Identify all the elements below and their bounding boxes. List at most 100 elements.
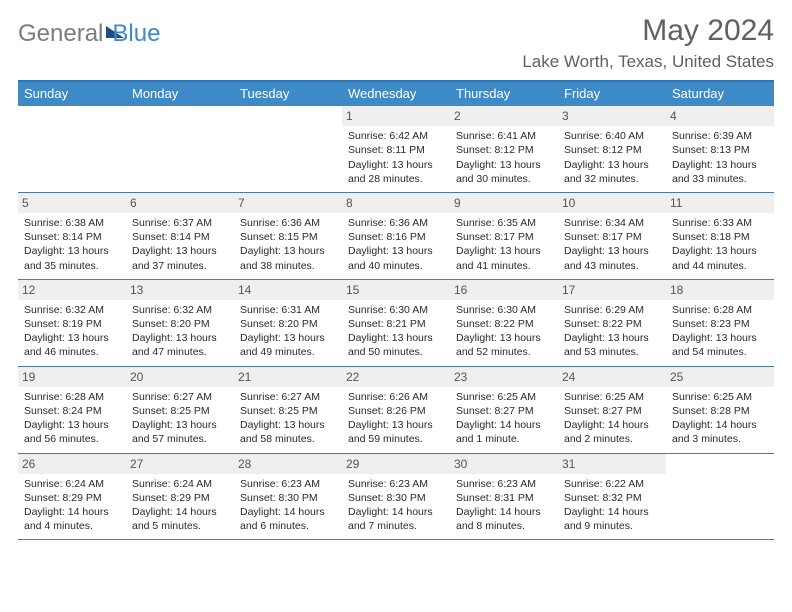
day-cell: 20Sunrise: 6:27 AMSunset: 8:25 PMDayligh… — [126, 367, 234, 453]
day-number: 16 — [450, 280, 558, 300]
daylight-text: Daylight: 13 hours and 57 minutes. — [132, 418, 230, 446]
day-cell: 12Sunrise: 6:32 AMSunset: 8:19 PMDayligh… — [18, 280, 126, 366]
sunrise-text: Sunrise: 6:34 AM — [564, 216, 662, 230]
sunrise-text: Sunrise: 6:24 AM — [132, 477, 230, 491]
sunrise-text: Sunrise: 6:23 AM — [240, 477, 338, 491]
day-cell — [18, 106, 126, 192]
daylight-text: Daylight: 14 hours and 6 minutes. — [240, 505, 338, 533]
logo-text-blue: Blue — [112, 20, 160, 48]
sunset-text: Sunset: 8:17 PM — [456, 230, 554, 244]
dow-wednesday: Wednesday — [342, 82, 450, 106]
day-cell — [234, 106, 342, 192]
daylight-text: Daylight: 13 hours and 40 minutes. — [348, 244, 446, 272]
sunrise-text: Sunrise: 6:36 AM — [240, 216, 338, 230]
day-cell: 22Sunrise: 6:26 AMSunset: 8:26 PMDayligh… — [342, 367, 450, 453]
daylight-text: Daylight: 13 hours and 53 minutes. — [564, 331, 662, 359]
dow-tuesday: Tuesday — [234, 82, 342, 106]
sunrise-text: Sunrise: 6:24 AM — [24, 477, 122, 491]
sunrise-text: Sunrise: 6:41 AM — [456, 129, 554, 143]
sunset-text: Sunset: 8:25 PM — [132, 404, 230, 418]
sunset-text: Sunset: 8:21 PM — [348, 317, 446, 331]
week-row: 5Sunrise: 6:38 AMSunset: 8:14 PMDaylight… — [18, 193, 774, 280]
day-number: 28 — [234, 454, 342, 474]
day-number: 4 — [666, 106, 774, 126]
day-cell: 7 Sunrise: 6:36 AMSunset: 8:15 PMDaylight… — [234, 193, 342, 279]
daylight-text: Daylight: 13 hours and 35 minutes. — [24, 244, 122, 272]
logo-text-general: General — [18, 20, 103, 48]
daylight-text: Daylight: 13 hours and 38 minutes. — [240, 244, 338, 272]
sunset-text: Sunset: 8:27 PM — [564, 404, 662, 418]
day-number: 11 — [666, 193, 774, 213]
sunrise-text: Sunrise: 6:35 AM — [456, 216, 554, 230]
sunset-text: Sunset: 8:19 PM — [24, 317, 122, 331]
weeks-container: 1Sunrise: 6:42 AMSunset: 8:11 PMDaylight… — [18, 106, 774, 540]
sunset-text: Sunset: 8:29 PM — [132, 491, 230, 505]
sunrise-text: Sunrise: 6:28 AM — [672, 303, 770, 317]
sunrise-text: Sunrise: 6:25 AM — [564, 390, 662, 404]
day-cell: 23Sunrise: 6:25 AMSunset: 8:27 PMDayligh… — [450, 367, 558, 453]
sunset-text: Sunset: 8:32 PM — [564, 491, 662, 505]
sunset-text: Sunset: 8:22 PM — [456, 317, 554, 331]
daylight-text: Daylight: 13 hours and 30 minutes. — [456, 158, 554, 186]
sunset-text: Sunset: 8:15 PM — [240, 230, 338, 244]
dow-friday: Friday — [558, 82, 666, 106]
day-number: 15 — [342, 280, 450, 300]
sunrise-text: Sunrise: 6:30 AM — [348, 303, 446, 317]
daylight-text: Daylight: 14 hours and 4 minutes. — [24, 505, 122, 533]
sunset-text: Sunset: 8:24 PM — [24, 404, 122, 418]
day-number: 5 — [18, 193, 126, 213]
day-number: 24 — [558, 367, 666, 387]
sunset-text: Sunset: 8:12 PM — [564, 143, 662, 157]
day-cell: 2Sunrise: 6:41 AMSunset: 8:12 PMDaylight… — [450, 106, 558, 192]
sunrise-text: Sunrise: 6:39 AM — [672, 129, 770, 143]
brand-logo: General Blue — [18, 20, 160, 48]
sunrise-text: Sunrise: 6:25 AM — [672, 390, 770, 404]
calendar-page: General Blue May 2024 Lake Worth, Texas,… — [0, 0, 792, 540]
sunrise-text: Sunrise: 6:36 AM — [348, 216, 446, 230]
week-row: 26Sunrise: 6:24 AMSunset: 8:29 PMDayligh… — [18, 454, 774, 541]
day-cell: 25Sunrise: 6:25 AMSunset: 8:28 PMDayligh… — [666, 367, 774, 453]
day-number: 17 — [558, 280, 666, 300]
day-number: 14 — [234, 280, 342, 300]
day-cell: 29Sunrise: 6:23 AMSunset: 8:30 PMDayligh… — [342, 454, 450, 540]
sunset-text: Sunset: 8:16 PM — [348, 230, 446, 244]
dow-thursday: Thursday — [450, 82, 558, 106]
day-number: 1 — [342, 106, 450, 126]
day-cell — [666, 454, 774, 540]
day-number: 21 — [234, 367, 342, 387]
sunset-text: Sunset: 8:27 PM — [456, 404, 554, 418]
day-number: 20 — [126, 367, 234, 387]
sunset-text: Sunset: 8:17 PM — [564, 230, 662, 244]
day-cell: 9Sunrise: 6:35 AMSunset: 8:17 PMDaylight… — [450, 193, 558, 279]
dow-saturday: Saturday — [666, 82, 774, 106]
day-cell: 30Sunrise: 6:23 AMSunset: 8:31 PMDayligh… — [450, 454, 558, 540]
title-block: May 2024 Lake Worth, Texas, United State… — [522, 14, 774, 72]
day-cell: 14Sunrise: 6:31 AMSunset: 8:20 PMDayligh… — [234, 280, 342, 366]
sunset-text: Sunset: 8:29 PM — [24, 491, 122, 505]
day-number: 12 — [18, 280, 126, 300]
day-cell: 13Sunrise: 6:32 AMSunset: 8:20 PMDayligh… — [126, 280, 234, 366]
day-number: 7 — [234, 193, 342, 213]
sunrise-text: Sunrise: 6:25 AM — [456, 390, 554, 404]
daylight-text: Daylight: 13 hours and 47 minutes. — [132, 331, 230, 359]
sunrise-text: Sunrise: 6:42 AM — [348, 129, 446, 143]
day-cell: 18Sunrise: 6:28 AMSunset: 8:23 PMDayligh… — [666, 280, 774, 366]
day-cell: 27Sunrise: 6:24 AMSunset: 8:29 PMDayligh… — [126, 454, 234, 540]
sunset-text: Sunset: 8:14 PM — [24, 230, 122, 244]
daylight-text: Daylight: 13 hours and 33 minutes. — [672, 158, 770, 186]
sunrise-text: Sunrise: 6:33 AM — [672, 216, 770, 230]
day-number: 6 — [126, 193, 234, 213]
sunrise-text: Sunrise: 6:22 AM — [564, 477, 662, 491]
day-cell: 19Sunrise: 6:28 AMSunset: 8:24 PMDayligh… — [18, 367, 126, 453]
daylight-text: Daylight: 14 hours and 3 minutes. — [672, 418, 770, 446]
daylight-text: Daylight: 13 hours and 37 minutes. — [132, 244, 230, 272]
daylight-text: Daylight: 14 hours and 5 minutes. — [132, 505, 230, 533]
sunset-text: Sunset: 8:18 PM — [672, 230, 770, 244]
day-cell: 17Sunrise: 6:29 AMSunset: 8:22 PMDayligh… — [558, 280, 666, 366]
sunset-text: Sunset: 8:14 PM — [132, 230, 230, 244]
day-of-week-header: Sunday Monday Tuesday Wednesday Thursday… — [18, 82, 774, 106]
sunset-text: Sunset: 8:25 PM — [240, 404, 338, 418]
month-title: May 2024 — [522, 14, 774, 48]
location-subtitle: Lake Worth, Texas, United States — [522, 52, 774, 72]
sunrise-text: Sunrise: 6:23 AM — [456, 477, 554, 491]
